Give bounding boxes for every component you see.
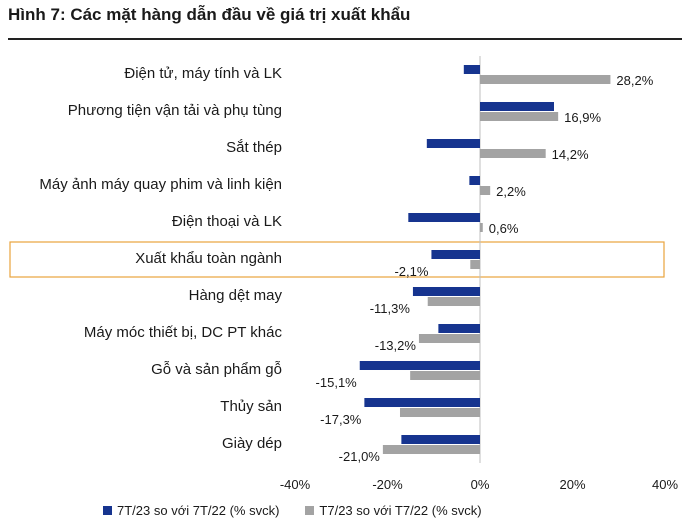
x-tick-label: 40% [652,477,678,492]
category-label: Thủy sản [220,398,282,415]
legend-item-series-1: 7T/23 so với 7T/22 (% svck) [103,503,279,518]
bar-series-2 [480,75,611,84]
data-label-series-2: -2,1% [394,264,428,279]
legend-item-series-2: T7/23 so với T7/22 (% svck) [305,503,482,518]
bar-series-2 [418,334,480,343]
category-label: Phương tiện vận tải và phụ tùng [68,102,282,119]
category-label: Máy móc thiết bị, DC PT khác [84,324,283,341]
data-label-series-2: 2,2% [496,184,526,199]
category-label: Xuất khẩu toàn ngành [135,250,282,267]
bar-series-2 [470,260,480,269]
bar-series-1 [469,176,480,185]
highlight-box [9,241,665,278]
bar-series-2 [480,149,546,158]
category-label: Giày dép [222,435,282,452]
category-label: Điện thoại và LK [172,213,282,230]
legend-label-series-1: 7T/23 so với 7T/22 (% svck) [117,503,280,518]
bar-series-2 [480,186,491,195]
title-rule [8,38,682,40]
bar-series-1 [364,398,480,407]
legend-label-series-2: T7/23 so với T7/22 (% svck) [319,503,482,518]
data-label-series-2: 28,2% [616,73,653,88]
figure-title: Hình 7: Các mặt hàng dẫn đầu về giá trị … [8,5,411,24]
data-label-series-2: 0,6% [489,221,519,236]
category-label: Hàng dệt may [189,287,283,304]
legend-swatch-series-1 [103,506,112,515]
category-label: Điện tử, máy tính và LK [124,65,282,82]
bar-series-1 [463,65,480,74]
data-label-series-2: -21,0% [339,449,381,464]
bar-series-2 [480,223,483,232]
data-label-series-2: -13,2% [375,338,417,353]
category-label: Máy ảnh máy quay phim và linh kiện [39,176,282,193]
data-label-series-2: -11,3% [370,301,411,316]
x-tick-label: -20% [372,477,403,492]
bar-series-1 [431,250,480,259]
bar-series-1 [408,213,480,222]
bar-series-1 [412,287,480,296]
bar-series-1 [426,139,480,148]
bar-series-1 [401,435,480,444]
bar-series-2 [382,445,480,454]
data-label-series-2: 14,2% [552,147,589,162]
data-label-series-2: -17,3% [320,412,362,427]
data-label-series-2: -15,1% [316,375,358,390]
bar-series-2 [427,297,480,306]
x-tick-label: 20% [559,477,585,492]
legend: 7T/23 so với 7T/22 (% svck) T7/23 so với… [103,503,603,518]
legend-swatch-series-2 [305,506,315,515]
category-label: Gỗ và sản phẩm gỗ [151,361,282,378]
x-tick-label: 0% [471,477,490,492]
x-tick-label: -40% [280,477,311,492]
category-label: Sắt thép [226,139,282,156]
bar-series-1 [359,361,480,370]
bar-series-2 [480,112,559,121]
bar-series-2 [410,371,480,380]
data-label-series-2: 16,9% [564,110,601,125]
bar-series-1 [480,102,554,111]
bar-series-1 [438,324,480,333]
bar-series-2 [399,408,480,417]
